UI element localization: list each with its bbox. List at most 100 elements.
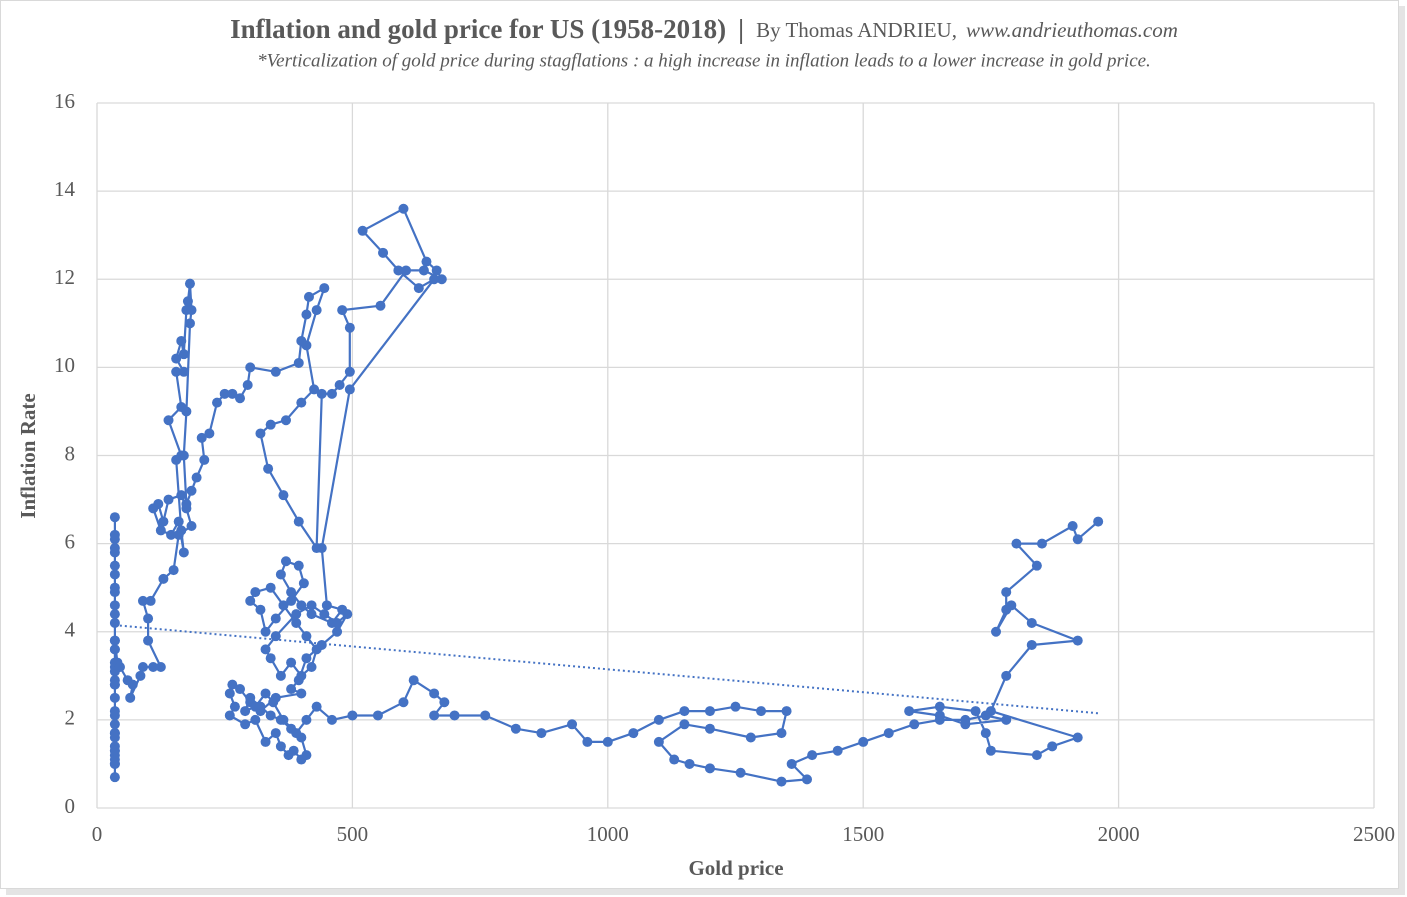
data-point <box>155 662 166 672</box>
data-point <box>1026 617 1037 628</box>
data-point <box>176 525 187 536</box>
data-point <box>158 516 169 527</box>
data-point <box>191 472 202 483</box>
data-point <box>168 565 179 576</box>
data-point <box>265 710 276 721</box>
data-point <box>567 719 578 730</box>
data-point <box>372 710 383 721</box>
data-point <box>109 745 120 756</box>
data-point <box>275 741 286 752</box>
data-point <box>334 380 345 390</box>
data-point <box>229 701 240 712</box>
data-point <box>909 719 920 730</box>
data-point <box>109 560 120 571</box>
data-point <box>240 706 251 717</box>
data-point <box>184 318 195 329</box>
data-point <box>291 728 302 739</box>
data-point <box>807 750 818 761</box>
data-point <box>904 706 915 717</box>
data-point <box>109 512 120 523</box>
data-point <box>260 688 271 699</box>
data-point <box>280 556 291 567</box>
data-point <box>429 688 440 699</box>
byline: By Thomas ANDRIEU, <box>756 18 957 42</box>
data-point <box>219 388 230 399</box>
title-separator: | <box>738 14 744 44</box>
data-point <box>1011 538 1022 549</box>
data-point <box>227 679 238 690</box>
data-point <box>286 595 297 606</box>
data-point <box>148 503 159 514</box>
data-point <box>1001 587 1012 598</box>
data-point <box>653 736 664 747</box>
data-point <box>1036 538 1047 549</box>
data-point <box>408 675 419 686</box>
data-point <box>628 728 639 739</box>
data-point <box>245 692 256 703</box>
data-point <box>347 710 358 721</box>
data-point <box>344 384 355 395</box>
data-point <box>178 366 189 377</box>
data-point <box>980 728 991 739</box>
data-point <box>669 754 680 765</box>
data-point <box>186 521 197 531</box>
data-point <box>510 723 521 734</box>
data-point <box>344 322 355 333</box>
data-point <box>786 758 797 769</box>
data-point <box>109 644 120 655</box>
data-point <box>166 529 177 540</box>
data-point <box>756 706 767 717</box>
data-point <box>173 516 184 527</box>
data-point <box>286 587 297 598</box>
data-point <box>985 706 996 717</box>
data-point <box>293 560 304 571</box>
y-tick-label: 16 <box>54 89 75 113</box>
data-point <box>301 750 312 761</box>
data-point <box>357 225 368 236</box>
data-point <box>109 534 120 545</box>
data-point <box>298 578 309 589</box>
data-point <box>114 662 125 672</box>
chart-title-line: Inflation and gold price for US (1958-20… <box>230 14 1178 44</box>
data-point <box>309 384 320 395</box>
data-point <box>296 600 307 611</box>
data-point <box>934 710 945 721</box>
data-point <box>449 710 460 721</box>
data-point <box>291 617 302 628</box>
data-point <box>255 428 266 439</box>
data-point <box>260 736 271 747</box>
data-point <box>985 745 996 756</box>
data-point <box>255 604 266 615</box>
data-point <box>745 732 756 743</box>
data-point <box>378 247 389 258</box>
data-point <box>171 366 182 377</box>
y-tick-label: 2 <box>65 706 76 730</box>
data-point <box>1093 516 1104 527</box>
data-point <box>109 569 120 580</box>
data-point <box>375 300 386 311</box>
data-point <box>109 706 120 717</box>
data-point <box>480 710 491 721</box>
data-point <box>326 714 337 725</box>
data-point <box>301 340 312 351</box>
data-point <box>296 688 307 699</box>
y-tick-label: 4 <box>65 618 76 642</box>
data-point <box>316 543 327 554</box>
data-point <box>293 357 304 368</box>
data-point <box>1001 604 1012 615</box>
data-point <box>293 516 304 527</box>
data-point <box>431 265 442 276</box>
data-point <box>311 701 322 712</box>
data-point <box>137 595 148 606</box>
data-point <box>270 366 281 377</box>
data-point <box>178 450 189 461</box>
data-point <box>293 675 304 686</box>
data-point <box>398 697 409 708</box>
data-point <box>125 692 136 703</box>
data-point <box>275 670 286 681</box>
data-point <box>1026 639 1037 650</box>
data-point <box>245 362 256 373</box>
frame-shadow <box>1399 6 1405 894</box>
